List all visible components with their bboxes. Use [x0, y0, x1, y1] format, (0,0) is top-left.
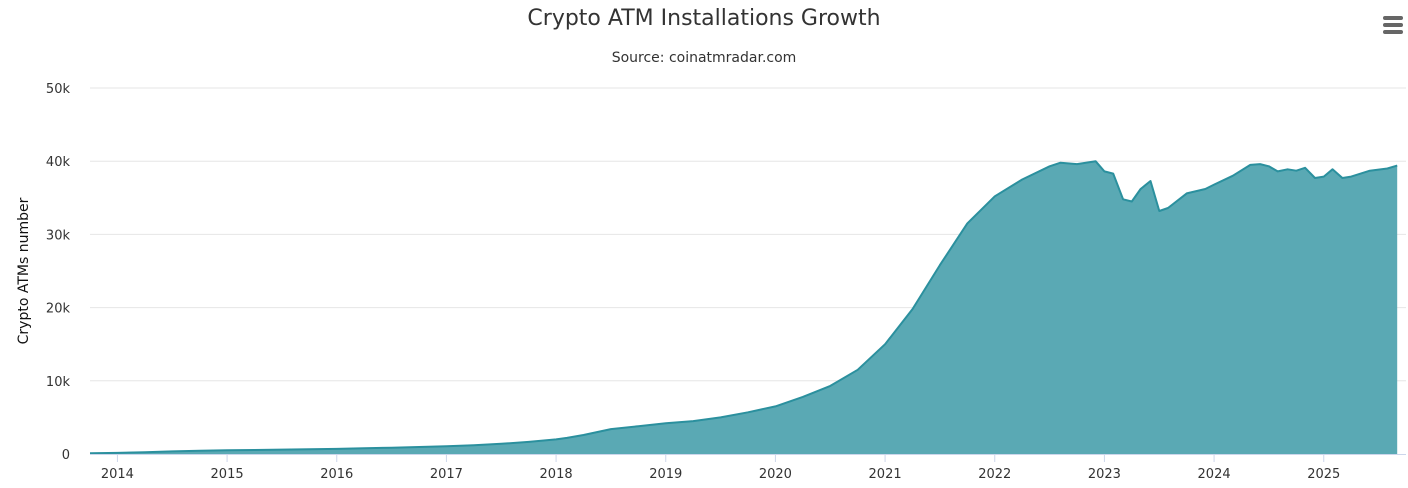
x-tick-label: 2021	[869, 467, 902, 482]
y-tick-label: 50k	[46, 82, 71, 97]
chart-subtitle: Source: coinatmradar.com	[611, 50, 797, 66]
hamburger-menu-icon[interactable]	[1380, 16, 1406, 38]
y-axis-title: Crypto ATMs number	[16, 197, 32, 344]
x-tick-label: 2015	[211, 467, 244, 482]
x-tick-label: 2022	[978, 467, 1011, 482]
y-tick-label: 10k	[46, 375, 71, 390]
y-tick-label: 30k	[46, 228, 71, 243]
series-line	[89, 160, 1398, 455]
x-tick-label: 2023	[1088, 467, 1121, 482]
x-tick-label: 2017	[430, 467, 463, 482]
x-tick-label: 2019	[649, 467, 682, 482]
x-tick-label: 2016	[320, 467, 353, 482]
x-tick-label: 2018	[540, 467, 573, 482]
x-tick-label: 2024	[1198, 467, 1231, 482]
x-tick-label: 2020	[759, 467, 792, 482]
series-area	[90, 161, 1398, 454]
y-tick-label: 40k	[46, 155, 71, 170]
x-tick-label: 2025	[1307, 467, 1340, 482]
x-tick-label: 2014	[101, 467, 134, 482]
chart-title: Crypto ATM Installations Growth	[527, 6, 881, 31]
y-tick-label: 0	[62, 448, 70, 463]
y-tick-label: 20k	[46, 302, 71, 317]
